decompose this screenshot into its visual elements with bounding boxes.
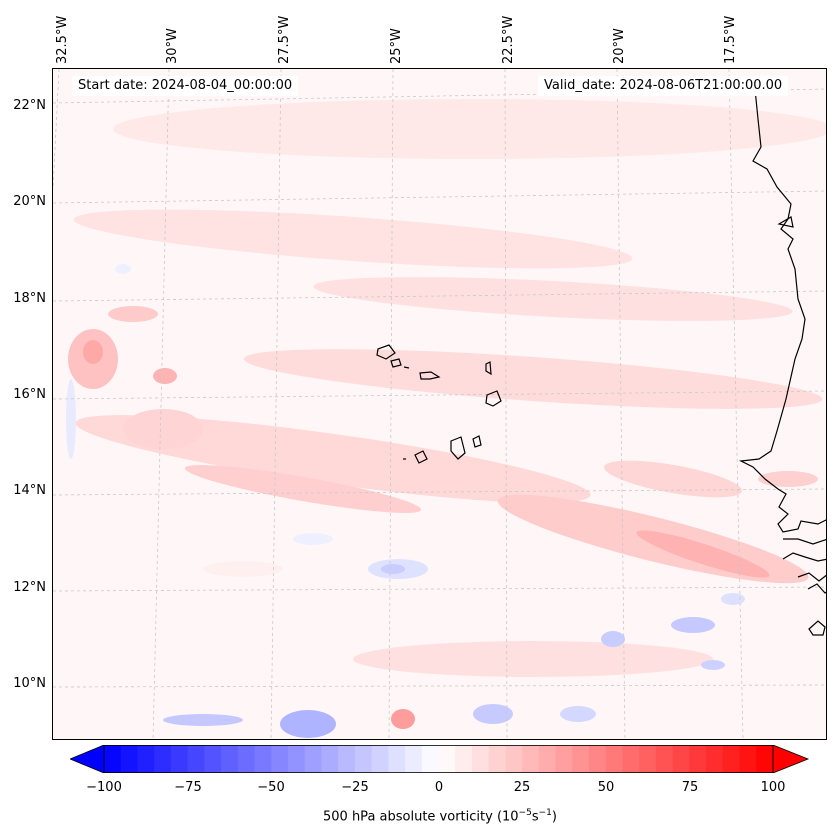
lon-label: 32.5°W xyxy=(55,15,70,64)
colorbar-segment xyxy=(488,745,506,773)
map-panel xyxy=(52,68,827,740)
colorbar-tick: −75 xyxy=(174,780,202,795)
colorbar-outline xyxy=(103,745,774,773)
colorbar-segment xyxy=(622,745,640,773)
colorbar-segment xyxy=(739,745,757,773)
colorbar-segment xyxy=(405,745,423,773)
start-date-label: Start date: 2024-08-04_00:00:00 xyxy=(72,76,299,96)
colorbar-segment xyxy=(689,745,707,773)
colorbar-segment xyxy=(221,745,239,773)
lon-label: 30°W xyxy=(165,28,180,64)
colorbar-tick: 0 xyxy=(434,780,444,795)
colorbar-tick: −50 xyxy=(257,780,285,795)
colorbar-segment xyxy=(371,745,389,773)
colorbar-segment xyxy=(154,745,172,773)
valid-date-label: Valid_date: 2024-08-06T21:00:00.00 xyxy=(538,76,789,96)
vorticity-map xyxy=(53,69,826,739)
colorbar-segment xyxy=(538,745,557,773)
colorbar-tick: 75 xyxy=(681,780,699,795)
colorbar-segment xyxy=(120,745,138,773)
colorbar-segment xyxy=(338,745,356,773)
colorbar-tick: −25 xyxy=(341,780,369,795)
colorbar-segment xyxy=(572,745,590,773)
colorbar-extend-min xyxy=(70,745,105,773)
lon-label: 17.5°W xyxy=(723,15,738,64)
lon-label: 25°W xyxy=(389,28,404,64)
colorbar-segment xyxy=(354,745,373,773)
lat-label: 10°N xyxy=(13,676,46,691)
colorbar-tick: 25 xyxy=(513,780,531,795)
colorbar-extend-max xyxy=(772,745,810,773)
colorbar-segment xyxy=(522,745,540,773)
colorbar-tick: 50 xyxy=(597,780,615,795)
lat-label: 12°N xyxy=(13,580,46,595)
lon-label: 22.5°W xyxy=(501,15,516,64)
cape-verde-islands xyxy=(376,344,502,464)
colorbar-segment xyxy=(388,745,406,773)
colorbar-segment xyxy=(589,745,607,773)
colorbar-segment xyxy=(706,745,724,773)
colorbar-segment xyxy=(505,745,523,773)
lon-label: 27.5°W xyxy=(277,15,292,64)
colorbar-segment xyxy=(321,745,339,773)
colorbar-segment xyxy=(722,745,741,773)
lat-label: 14°N xyxy=(13,483,46,498)
lat-label: 16°N xyxy=(13,387,46,402)
colorbar xyxy=(70,745,810,773)
colorbar-segment xyxy=(655,745,674,773)
colorbar-segment xyxy=(271,745,289,773)
lon-label: 20°W xyxy=(612,28,627,64)
colorbar-segment xyxy=(756,745,774,773)
colorbar-segment xyxy=(137,745,155,773)
colorbar-segment xyxy=(237,745,256,773)
colorbar-segment xyxy=(455,745,473,773)
vorticity-field xyxy=(66,99,826,738)
lat-label: 18°N xyxy=(13,291,46,306)
colorbar-segment xyxy=(438,745,456,773)
colorbar-tick: −100 xyxy=(86,780,122,795)
colorbar-segment xyxy=(471,745,490,773)
colorbar-segment xyxy=(639,745,657,773)
colorbar-segment xyxy=(204,745,222,773)
colorbar-segment xyxy=(287,745,306,773)
colorbar-segment xyxy=(605,745,623,773)
colorbar-segment xyxy=(421,745,439,773)
colorbar-segment xyxy=(555,745,573,773)
colorbar-segment xyxy=(104,745,122,773)
lat-label: 22°N xyxy=(13,98,46,113)
lat-label: 20°N xyxy=(13,194,46,209)
colorbar-segment xyxy=(304,745,322,773)
colorbar-tick: 100 xyxy=(760,780,786,795)
colorbar-segment xyxy=(672,745,690,773)
coastline xyxy=(738,88,826,636)
graticule xyxy=(53,69,826,739)
colorbar-segment xyxy=(170,745,189,773)
colorbar-label: 500 hPa absolute vorticity (10−5s−1) xyxy=(323,808,557,825)
colorbar-segment xyxy=(254,745,272,773)
colorbar-segment xyxy=(187,745,205,773)
